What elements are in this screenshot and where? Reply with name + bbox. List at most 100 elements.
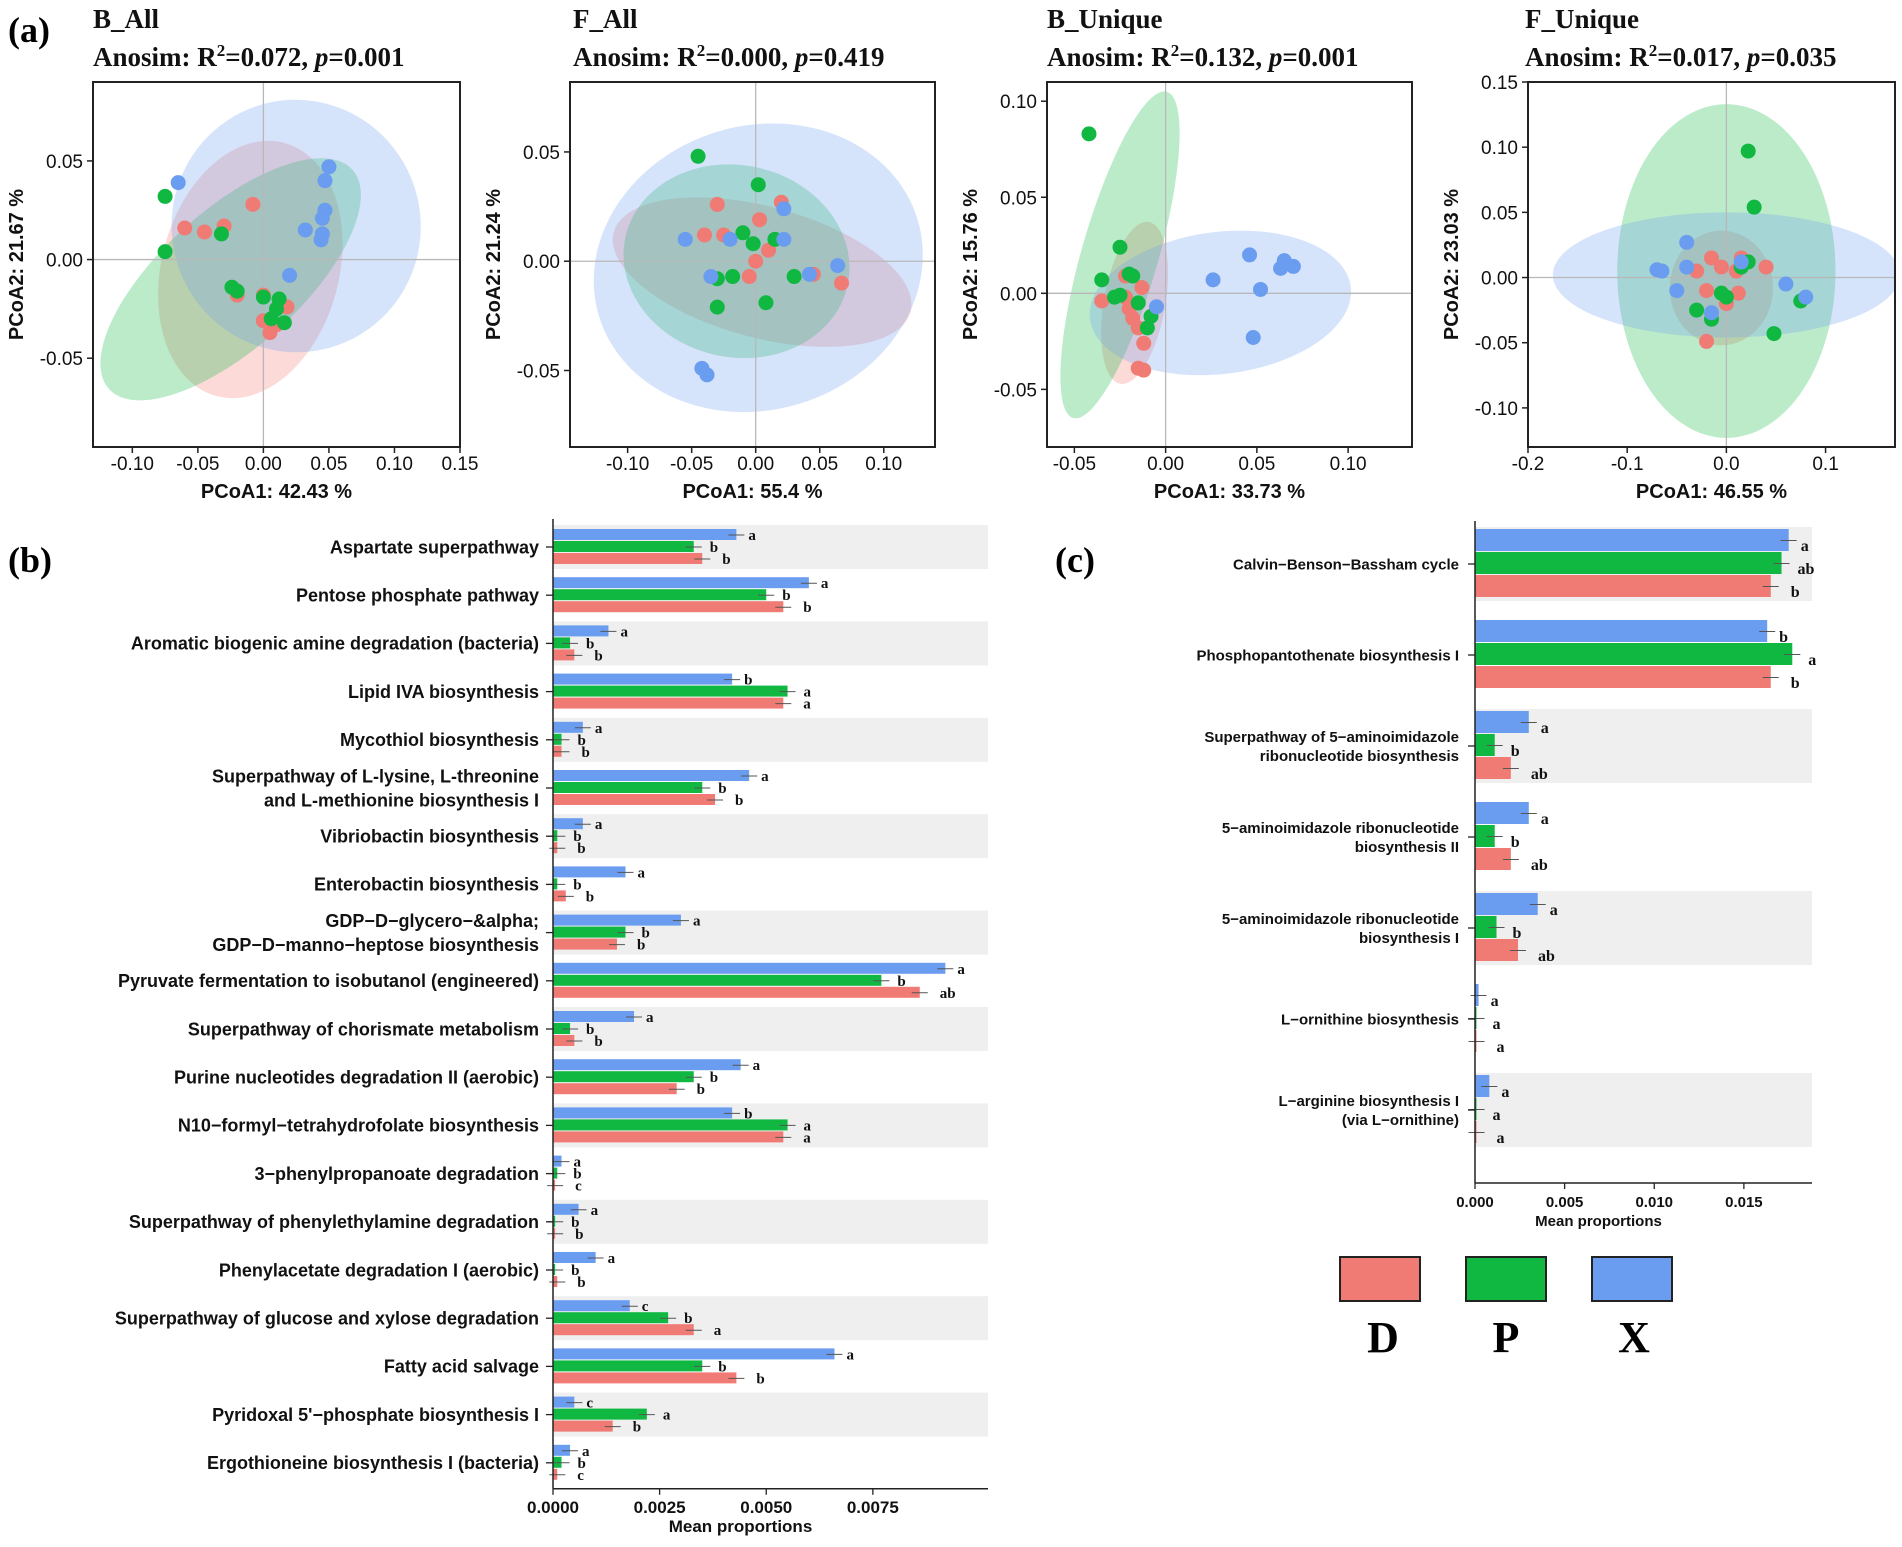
- row-band: [553, 814, 988, 859]
- anosim-sup: 2: [217, 41, 226, 60]
- anosim-prefix: Anosim: R: [573, 42, 697, 72]
- bar-x: [553, 1011, 635, 1022]
- plot-area: [93, 82, 460, 447]
- row-label: Superpathway of 5−aminoimidazole: [1204, 729, 1459, 746]
- plot-frame: [92, 81, 461, 448]
- row-label: Phenylacetate degradation I (aerobic): [219, 1260, 539, 1280]
- sig-letter-x: b: [744, 673, 752, 689]
- row-band: [1475, 1073, 1812, 1147]
- sig-letter-x: a: [821, 576, 829, 592]
- point-p: [709, 299, 725, 315]
- bar-d: [553, 1035, 575, 1046]
- y-tick-label: 0.05: [46, 152, 83, 173]
- bar-p: [1475, 734, 1495, 756]
- bar-x: [553, 818, 583, 830]
- point-d: [709, 196, 725, 212]
- sig-letter-x: a: [608, 1251, 616, 1267]
- pcoa-title: F_All: [573, 4, 638, 34]
- anosim-p-value: =0.035: [1760, 42, 1836, 72]
- sig-letter-p: a: [804, 685, 812, 701]
- bar-row: c a b Pyridoxal 5'−phosphate biosynthesis I: [212, 1392, 988, 1437]
- bar-d: [553, 1131, 784, 1143]
- row-label: Superpathway of glucose and xylose degra…: [115, 1309, 539, 1329]
- bar-p: [553, 1360, 703, 1372]
- x-axis-label: PCoA1: 42.43 %: [201, 481, 352, 503]
- point-x: [1669, 283, 1685, 299]
- sig-letter-d: b: [582, 745, 590, 761]
- bar-x: [553, 770, 750, 781]
- point-d: [177, 220, 193, 236]
- anosim-value: =0.072,: [225, 42, 315, 72]
- point-p: [157, 244, 173, 260]
- x-tick-label: 0.10: [865, 454, 902, 475]
- x-tick-label: 0.00: [1147, 454, 1184, 475]
- sig-letter-p: a: [663, 1408, 671, 1424]
- sig-letter-d: ab: [940, 986, 956, 1002]
- anosim-p-value: =0.001: [1282, 42, 1358, 72]
- sig-letter-x: a: [846, 1347, 854, 1363]
- sig-letter-x: a: [1550, 902, 1558, 919]
- row-label: Phosphopantothenate biosynthesis I: [1196, 647, 1459, 664]
- sig-letter-d: b: [1791, 675, 1800, 692]
- point-d: [1713, 259, 1729, 275]
- anosim-p-value: =0.001: [328, 42, 404, 72]
- point-p: [229, 283, 245, 299]
- row-label: Enterobactin biosynthesis: [314, 875, 539, 895]
- point-x: [1798, 289, 1814, 305]
- row-label: GDP−D−glycero−&alpha;: [325, 911, 539, 931]
- x-tick-label: 0.1: [1812, 454, 1838, 475]
- y-tick-label: 0.05: [1481, 203, 1518, 224]
- sig-letter-p: b: [586, 1022, 594, 1038]
- point-x: [1679, 259, 1695, 275]
- point-x: [801, 266, 817, 282]
- row-label: Ergothioneine biosynthesis I (bacteria): [207, 1453, 539, 1473]
- row-label: 5−aminoimidazole ribonucleotide: [1222, 911, 1459, 928]
- bar-row: a bb Enterobactin biosynthesis: [314, 865, 646, 905]
- point-d: [245, 196, 261, 212]
- y-tick-label: 0.00: [1000, 284, 1037, 305]
- sig-letter-x: c: [642, 1299, 649, 1315]
- sig-letter-d: b: [575, 1227, 583, 1243]
- bar-p: [553, 589, 767, 601]
- sig-letter-d: ab: [1531, 857, 1548, 874]
- anosim-value: =0.132,: [1179, 42, 1269, 72]
- sig-letter-x: a: [1541, 811, 1549, 828]
- point-p: [1740, 143, 1756, 159]
- x-axis-label: PCoA1: 33.73 %: [1154, 481, 1305, 503]
- sig-letter-d: b: [594, 648, 602, 664]
- x-tick-label: 0.0: [1713, 454, 1739, 475]
- y-tick-label: -0.05: [517, 362, 560, 383]
- bar-p: [1475, 643, 1793, 665]
- y-axis-label: PCoA2: 23.03 %: [1441, 189, 1463, 340]
- sig-letter-p: ab: [1798, 561, 1815, 578]
- panel-label-c: (c): [1055, 540, 1095, 580]
- point-d: [1134, 280, 1150, 296]
- point-x: [1205, 272, 1221, 288]
- pcoa-panel-b-all: B_All Anosim: R2=0.072, p=0.001 -0.10 -0.05…: [6, 4, 478, 503]
- bar-row: abb Superpathway of phenylethylamine degr…: [129, 1199, 988, 1244]
- point-d: [1699, 283, 1715, 299]
- legend-swatch-x: [1591, 1256, 1673, 1302]
- bar-x: [1475, 893, 1538, 915]
- sig-letter-p: b: [578, 733, 586, 749]
- row-label: Purine nucleotides degradation II (aerob…: [174, 1068, 539, 1088]
- point-p: [276, 315, 292, 331]
- point-p: [213, 226, 229, 242]
- point-p: [1112, 239, 1128, 255]
- sig-letter-d: a: [803, 1130, 811, 1146]
- point-p: [725, 269, 741, 285]
- sig-letter-p: b: [718, 1359, 726, 1375]
- sig-letter-p: b: [897, 974, 905, 990]
- bar-d: [553, 938, 617, 950]
- point-p: [690, 148, 706, 164]
- row-label: (via L−ornithine): [1342, 1112, 1459, 1129]
- y-tick-label: 0.10: [1481, 138, 1518, 159]
- point-d: [1730, 285, 1746, 301]
- bar-row: b aa N10−formyl−tetrahydrofolate biosynthe…: [178, 1103, 988, 1148]
- sig-letter-x: a: [748, 528, 756, 544]
- point-x: [1679, 234, 1695, 250]
- sig-letter-d: b: [594, 1034, 602, 1050]
